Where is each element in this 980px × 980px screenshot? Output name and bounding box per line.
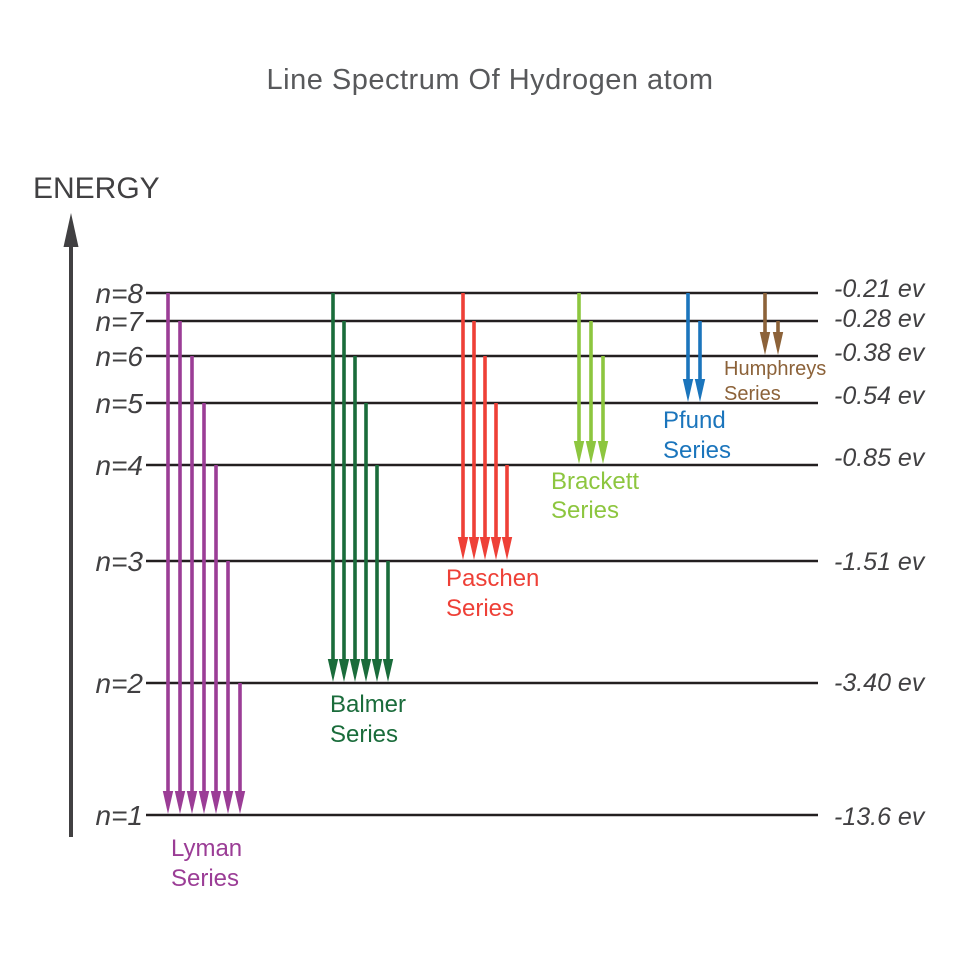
energy-value-n1: -13.6 ev (834, 803, 926, 831)
lyman-arrowhead-icon (222, 791, 234, 814)
lyman-series-label-line2: Series (171, 865, 239, 892)
energy-value-n3: -1.51 ev (834, 548, 926, 576)
energy-axis-label: ENERGY (33, 172, 160, 205)
energy-value-n7: -0.28 ev (834, 305, 926, 333)
diagram-title: Line Spectrum Of Hydrogen atom (266, 64, 714, 96)
humphreys-arrowhead-icon (772, 332, 784, 355)
balmer-arrowhead-icon (338, 659, 350, 682)
lyman-arrowhead-icon (198, 791, 210, 814)
level-label-n1: n=1 (96, 800, 144, 831)
brackett-series-label-line1: Brackett (551, 468, 639, 495)
level-label-n8: n=8 (96, 278, 144, 309)
energy-axis-arrowhead-icon (63, 213, 79, 247)
brackett-series-label-line2: Series (551, 497, 619, 524)
lyman-series-label-line1: Lyman (171, 835, 242, 862)
level-label-n4: n=4 (96, 450, 144, 481)
energy-value-n6: -0.38 ev (834, 339, 926, 367)
humphreys-series-label-line2: Series (724, 383, 781, 405)
energy-value-n5: -0.54 ev (834, 382, 926, 410)
lyman-arrowhead-icon (210, 791, 222, 814)
paschen-arrowhead-icon (479, 537, 491, 560)
lyman-arrowhead-icon (186, 791, 198, 814)
energy-value-n8: -0.21 ev (834, 275, 926, 303)
balmer-arrowhead-icon (349, 659, 361, 682)
paschen-series-label-line2: Series (446, 595, 514, 622)
balmer-arrowhead-icon (371, 659, 383, 682)
balmer-series-label-line2: Series (330, 721, 398, 748)
humphreys-arrowhead-icon (759, 332, 771, 355)
level-label-n5: n=5 (96, 388, 144, 419)
lyman-arrowhead-icon (162, 791, 174, 814)
pfund-arrowhead-icon (694, 379, 706, 402)
level-label-n6: n=6 (96, 341, 144, 372)
balmer-arrowhead-icon (360, 659, 372, 682)
balmer-arrowhead-icon (382, 659, 394, 682)
balmer-series-label-line1: Balmer (330, 691, 406, 718)
lyman-arrowhead-icon (174, 791, 186, 814)
brackett-arrowhead-icon (585, 441, 597, 464)
energy-value-n4: -0.85 ev (834, 444, 926, 472)
energy-value-n2: -3.40 ev (834, 669, 926, 697)
humphreys-series-label-line1: Humphreys (724, 358, 826, 380)
level-label-n7: n=7 (96, 306, 145, 337)
level-label-n2: n=2 (96, 668, 144, 699)
balmer-arrowhead-icon (327, 659, 339, 682)
paschen-arrowhead-icon (468, 537, 480, 560)
lyman-arrowhead-icon (234, 791, 246, 814)
brackett-arrowhead-icon (573, 441, 585, 464)
paschen-arrowhead-icon (490, 537, 502, 560)
level-label-n3: n=3 (96, 546, 144, 577)
paschen-arrowhead-icon (501, 537, 513, 560)
paschen-series-label-line1: Paschen (446, 565, 539, 592)
pfund-series-label-line1: Pfund (663, 407, 726, 434)
pfund-arrowhead-icon (682, 379, 694, 402)
paschen-arrowhead-icon (457, 537, 469, 560)
brackett-arrowhead-icon (597, 441, 609, 464)
pfund-series-label-line2: Series (663, 437, 731, 464)
